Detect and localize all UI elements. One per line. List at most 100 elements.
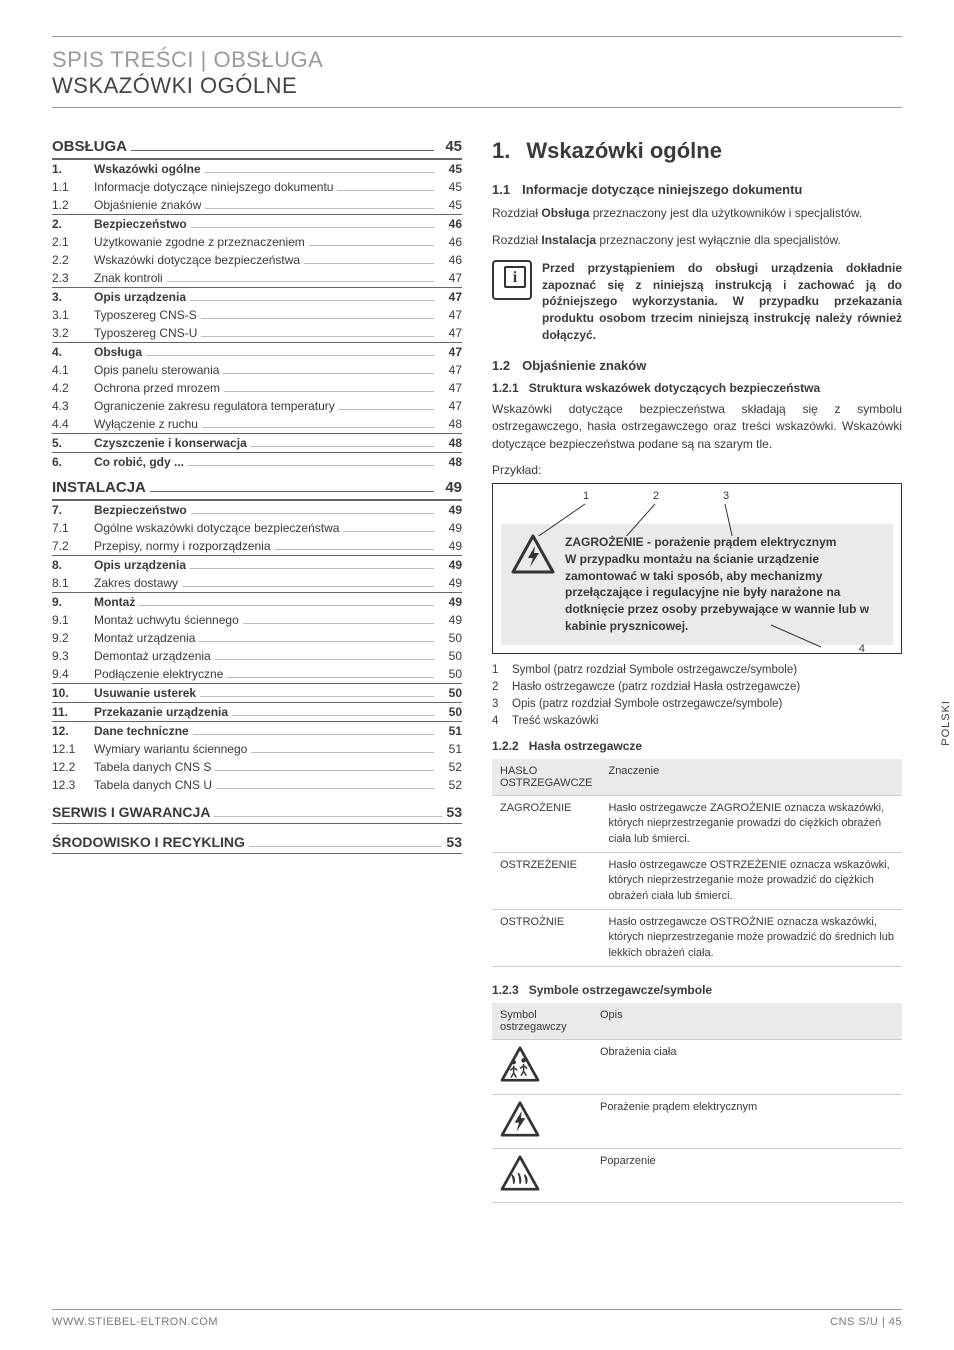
toc-row: 2.1Użytkowanie zgodne z przeznaczeniem46 <box>52 233 462 251</box>
toc-label: Wskazówki ogólne <box>94 162 201 176</box>
toc-page: 50 <box>438 686 462 700</box>
para-3: Wskazówki dotyczące bezpieczeństwa skład… <box>492 401 902 453</box>
toc-page: 49 <box>438 576 462 590</box>
th: Symbol ostrzegawczy <box>492 1003 592 1040</box>
toc-page: 47 <box>438 290 462 304</box>
signal-words-table: HASŁO OSTRZEGAWCZE Znaczenie ZAGROŻENIEH… <box>492 759 902 968</box>
toc-num: 2.1 <box>52 235 94 249</box>
toc-row: 2.2Wskazówki dotyczące bezpieczeństwa46 <box>52 251 462 269</box>
footer: WWW.STIEBEL-ELTRON.COM CNS S/U | 45 <box>52 1309 902 1328</box>
content-column: 1. Wskazówki ogólne 1.1 Informacje dotyc… <box>492 138 902 1203</box>
info-text: Przed przystąpieniem do obsługi urządzen… <box>542 260 902 344</box>
toc-label: Użytkowanie zgodne z przeznaczeniem <box>94 235 305 249</box>
toc-label: Demontaż urządzenia <box>94 649 211 663</box>
toc-page: 52 <box>438 778 462 792</box>
toc-label: Podłączenie elektryczne <box>94 667 223 681</box>
info-icon: i <box>492 260 532 300</box>
toc-page: 47 <box>438 345 462 359</box>
toc-row: 5.Czyszczenie i konserwacja48 <box>52 433 462 452</box>
warning-symbol-shock-icon <box>492 1094 592 1148</box>
toc-row: 12.Dane techniczne51 <box>52 721 462 740</box>
toc-label: ŚRODOWISKO I RECYKLING <box>52 834 245 850</box>
legend-item: 3Opis (patrz rozdział Symbole ostrzegawc… <box>492 696 902 713</box>
toc-standalone: SERWIS I GWARANCJA53 <box>52 804 462 824</box>
toc-num: 8.1 <box>52 576 94 590</box>
h1-text: Wskazówki ogólne <box>526 138 722 164</box>
toc-num: 2.2 <box>52 253 94 267</box>
toc-page: 45 <box>438 162 462 176</box>
h1-num: 1. <box>492 138 510 164</box>
para-1: Rozdział Obsługa przeznaczony jest dla u… <box>492 205 902 222</box>
toc-page: 47 <box>438 381 462 395</box>
toc-row: 6.Co robić, gdy ...48 <box>52 452 462 471</box>
example-box: 1 2 3 <box>492 483 902 654</box>
toc-row: 2.Bezpieczeństwo46 <box>52 214 462 233</box>
toc-label: Bezpieczeństwo <box>94 503 187 517</box>
footer-right: CNS S/U | 45 <box>830 1316 902 1328</box>
toc-label: Przepisy, normy i rozporządzenia <box>94 539 271 553</box>
toc-section-heading: OBSŁUGA 45 <box>52 138 462 159</box>
toc-row: 1.2Objaśnienie znaków45 <box>52 196 462 214</box>
toc-label: Tabela danych CNS S <box>94 760 211 774</box>
h2-num: 1.2 <box>492 358 510 373</box>
toc-num: 6. <box>52 455 94 469</box>
toc-page: 48 <box>438 455 462 469</box>
legend-item: 1Symbol (patrz rozdział Symbole ostrzega… <box>492 662 902 679</box>
h3-text: Symbole ostrzegawcze/symbole <box>529 983 712 997</box>
toc-row: 4.Obsługa47 <box>52 342 462 361</box>
toc-row: 9.2Montaż urządzenia50 <box>52 629 462 647</box>
toc-num: 9.3 <box>52 649 94 663</box>
page-header: SPIS TREŚCI | OBSŁUGA WSKAZÓWKI OGÓLNE <box>52 47 902 99</box>
toc-num: 2. <box>52 217 94 231</box>
toc-page: 45 <box>438 138 462 155</box>
h3-text: Struktura wskazówek dotyczących bezpiecz… <box>529 381 820 395</box>
h3-num: 1.2.2 <box>492 739 519 753</box>
toc-label: Montaż urządzenia <box>94 631 195 645</box>
toc-page: 49 <box>438 539 462 553</box>
toc-row: 12.3Tabela danych CNS U52 <box>52 776 462 794</box>
toc-row: 10.Usuwanie usterek50 <box>52 683 462 702</box>
toc-label: SERWIS I GWARANCJA <box>52 804 210 820</box>
table-row: OSTROŻNIEHasło ostrzegawcze OSTROŻNIE oz… <box>492 910 902 967</box>
toc-label: Znak kontroli <box>94 271 163 285</box>
toc-page: 53 <box>446 834 462 850</box>
toc-row: 4.4Wyłączenie z ruchu48 <box>52 415 462 433</box>
warning-triangle-shock-icon <box>511 534 555 574</box>
toc-num: 12. <box>52 724 94 738</box>
h3-1-2-3: 1.2.3 Symbole ostrzegawcze/symbole <box>492 983 902 997</box>
toc-label: OBSŁUGA <box>52 138 127 155</box>
toc-num: 9. <box>52 595 94 609</box>
toc-row: 4.2Ochrona przed mrozem47 <box>52 379 462 397</box>
h2-1-1: 1.1 Informacje dotyczące niniejszego dok… <box>492 182 902 197</box>
toc-page: 48 <box>438 436 462 450</box>
h2-1-2: 1.2 Objaśnienie znaków <box>492 358 902 373</box>
toc-page: 47 <box>438 363 462 377</box>
toc-page: 49 <box>438 595 462 609</box>
toc-num: 11. <box>52 705 94 719</box>
toc-row: 3.1Typoszereg CNS-S47 <box>52 306 462 324</box>
example-label: Przykład: <box>492 463 902 477</box>
toc-label: Opis panelu sterowania <box>94 363 219 377</box>
header-line-2: WSKAZÓWKI OGÓLNE <box>52 73 902 99</box>
toc-label: Obsługa <box>94 345 142 359</box>
toc-label: INSTALACJA <box>52 479 146 496</box>
toc-num: 3.2 <box>52 326 94 340</box>
toc-page: 50 <box>438 649 462 663</box>
h3-text: Hasła ostrzegawcze <box>529 739 642 753</box>
toc-standalone: ŚRODOWISKO I RECYKLING 53 <box>52 834 462 854</box>
toc-row: 12.1Wymiary wariantu ściennego51 <box>52 740 462 758</box>
toc-label: Typoszereg CNS-U <box>94 326 197 340</box>
toc-row: 9.4Podłączenie elektryczne50 <box>52 665 462 683</box>
toc-label: Montaż uchwytu ściennego <box>94 613 239 627</box>
callout-4-line <box>761 623 841 653</box>
th: HASŁO OSTRZEGAWCZE <box>492 759 600 796</box>
toc-num: 1.1 <box>52 180 94 194</box>
toc-row: 11.Przekazanie urządzenia50 <box>52 702 462 721</box>
toc-num: 12.1 <box>52 742 94 756</box>
toc-num: 2.3 <box>52 271 94 285</box>
toc-page: 49 <box>438 503 462 517</box>
toc-num: 4.1 <box>52 363 94 377</box>
h2-text: Objaśnienie znaków <box>522 358 646 373</box>
warning-symbol-burn-icon <box>492 1149 592 1203</box>
toc-label: Wymiary wariantu ściennego <box>94 742 247 756</box>
